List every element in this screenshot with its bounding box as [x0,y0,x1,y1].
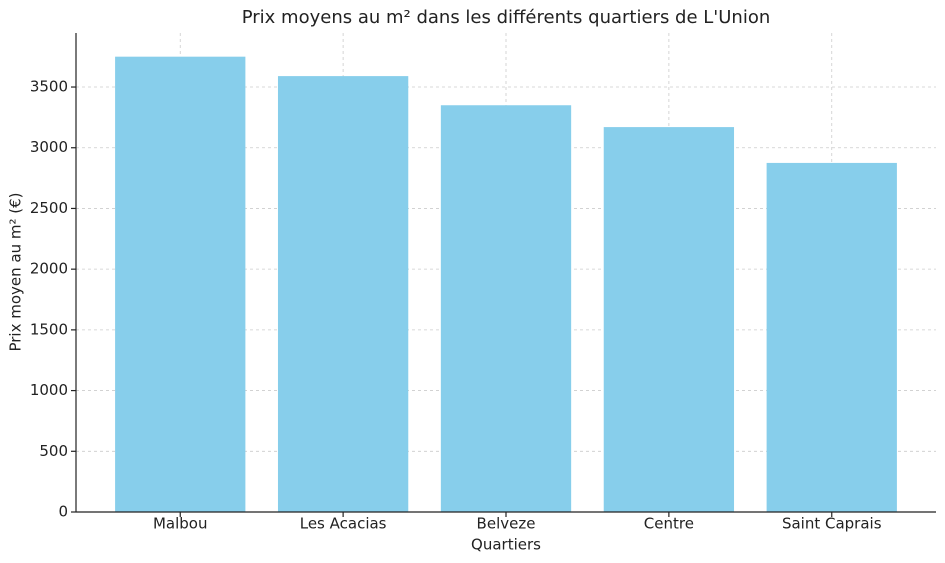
bar [766,162,897,512]
y-tick-label: 2000 [30,260,68,278]
y-axis-label: Prix moyen au m² (€) [7,192,25,351]
x-tick-label: Centre [644,515,694,533]
x-tick-label: Belveze [477,515,536,533]
y-tick-label: 1000 [30,381,68,399]
x-tick-label: Malbou [153,515,208,533]
x-tick-label: Saint Caprais [782,515,882,533]
chart-title: Prix moyens au m² dans les différents qu… [242,7,771,28]
y-tick-label: 3500 [30,78,68,96]
x-axis-label: Quartiers [471,536,541,554]
y-tick-label: 1500 [30,320,68,338]
y-tick-label: 3000 [30,138,68,156]
bar [440,105,572,512]
y-tick-label: 2500 [30,199,68,217]
bar [277,76,409,512]
x-tick-label: Les Acacias [300,515,387,533]
bar [603,127,735,512]
bar [115,56,246,512]
y-tick-label: 0 [58,503,68,521]
y-tick-label: 500 [39,442,68,460]
